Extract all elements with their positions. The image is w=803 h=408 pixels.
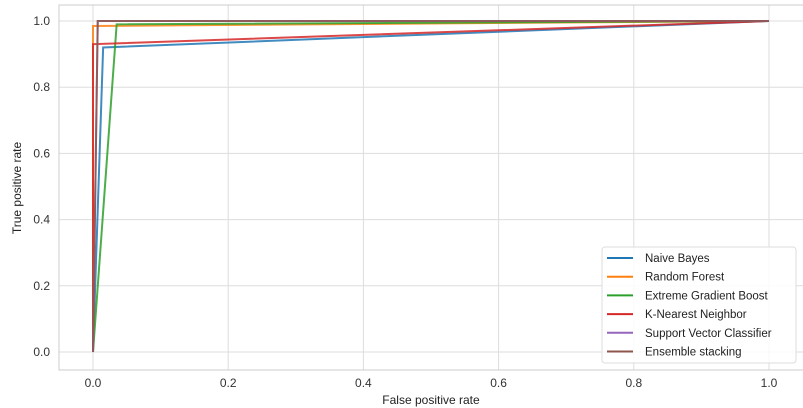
series-lines [92,20,770,353]
legend-box [601,246,797,364]
legend-label: K-Nearest Neighbor [645,309,747,321]
plot-frame [58,4,803,371]
y-tick-label: 0.2 [33,279,50,293]
y-tick-label: 0.4 [33,213,50,227]
legend-label: Extreme Gradient Boost [645,290,769,302]
series-line-k-nearest-neighbor [92,20,770,352]
series-line-naive-bayes [92,20,770,353]
y-tick-label: 1.0 [33,14,50,28]
tick-labels: 0.0 0.2 0.4 0.6 0.8 1.0 0.0 0.2 0.4 0.6 0.8 1.0 [33,14,777,390]
x-tick-label: 0.6 [490,376,507,390]
x-tick-label: 0.8 [625,376,642,390]
y-axis-label: True positive rate [10,142,24,235]
series-line-ensemble-stacking [92,20,769,353]
series-line-extreme-gradient-boost [92,20,770,353]
x-tick-label: 0.2 [220,376,237,390]
x-axis-label: False positive rate [382,393,480,407]
legend-label: Support Vector Classifier [645,328,772,340]
legend-label: Naive Bayes [645,253,710,265]
legend-label: Random Forest [645,272,725,284]
legend: Naive Bayes Random Forest Extreme Gradient… [601,246,797,364]
x-tick-label: 0.0 [85,376,102,390]
x-tick-label: 1.0 [761,376,778,390]
y-tick-label: 0.0 [33,345,50,359]
legend-label: Ensemble stacking [645,347,742,359]
x-tick-label: 0.4 [355,376,372,390]
y-tick-label: 0.8 [33,80,50,94]
y-tick-label: 0.6 [33,146,50,160]
